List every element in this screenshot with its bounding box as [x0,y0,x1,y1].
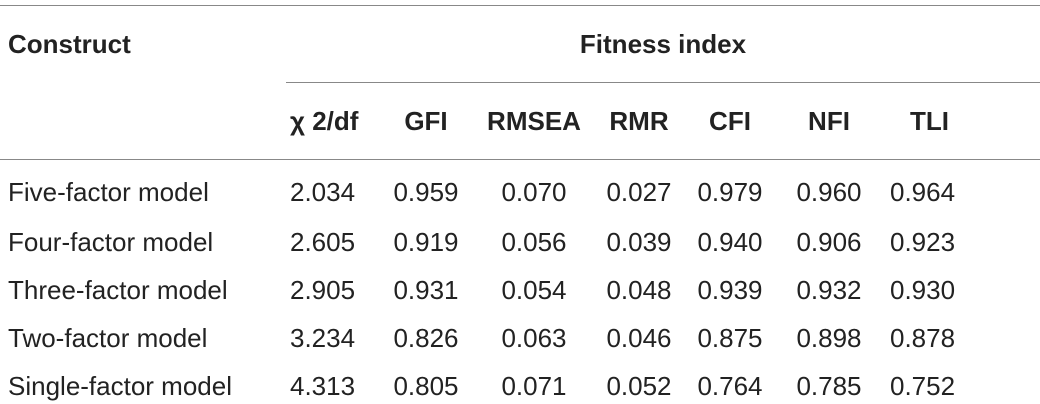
cell-rmr: 0.027 [606,176,672,207]
cell-rmsea: 0.056 [501,226,567,257]
column-header-chi2df: χ 2/df [286,82,380,160]
cell-cfi: 0.764 [697,370,763,401]
cell-cfi: 0.875 [697,322,763,353]
cell-rmsea: 0.071 [501,370,567,401]
cell-nfi: 0.898 [796,322,862,353]
column-header-nfi: NFI [778,82,880,160]
cell-chi2df: 2.905 [290,274,356,305]
cell-cfi: 0.939 [697,274,763,305]
cell-tli: 0.964 [890,176,956,207]
table-row: Five-factor model 2.034 0.959 0.070 0.02… [0,160,1040,219]
row-label: Single-factor model [8,370,232,401]
fitness-index-header: Fitness index [286,5,1040,83]
cell-chi2df: 2.034 [290,176,356,207]
cell-chi2df: 2.605 [290,226,356,257]
fitness-index-table: Construct Fitness index χ 2/df GFI RMSEA… [0,5,1040,404]
column-header-rmr: RMR [596,82,682,160]
cell-gfi: 0.959 [393,176,459,207]
row-label: Two-factor model [8,322,208,353]
cell-rmr: 0.039 [606,226,672,257]
cell-rmsea: 0.054 [501,274,567,305]
cell-cfi: 0.940 [697,226,763,257]
cell-rmr: 0.046 [606,322,672,353]
header-row-columns: χ 2/df GFI RMSEA RMR CFI NFI TLI [0,82,1040,160]
cell-gfi: 0.919 [393,226,459,257]
construct-header: Construct [0,5,286,83]
construct-header-spacer [0,82,286,160]
row-label: Five-factor model [8,176,209,207]
column-header-gfi: GFI [380,82,472,160]
row-label: Three-factor model [8,274,228,305]
cell-rmr: 0.048 [606,274,672,305]
cell-gfi: 0.826 [393,322,459,353]
cell-tli: 0.923 [890,226,956,257]
cell-tli: 0.930 [890,274,956,305]
cell-chi2df: 4.313 [290,370,356,401]
cell-nfi: 0.785 [796,370,862,401]
header-row-group: Construct Fitness index [0,5,1040,83]
table-row: Four-factor model 2.605 0.919 0.056 0.03… [0,218,1040,266]
table-header: Construct Fitness index χ 2/df GFI RMSEA… [0,5,1040,160]
column-header-cfi: CFI [682,82,778,160]
cell-chi2df: 3.234 [290,322,356,353]
cell-gfi: 0.931 [393,274,459,305]
column-header-tli: TLI [880,82,1040,160]
table-body: Five-factor model 2.034 0.959 0.070 0.02… [0,160,1040,404]
cell-nfi: 0.932 [796,274,862,305]
cell-nfi: 0.960 [796,176,862,207]
column-header-rmsea: RMSEA [472,82,596,160]
table-row: Single-factor model 4.313 0.805 0.071 0.… [0,362,1040,404]
cell-rmr: 0.052 [606,370,672,401]
cell-tli: 0.752 [890,370,956,401]
cell-rmsea: 0.063 [501,322,567,353]
cell-gfi: 0.805 [393,370,459,401]
table-row: Three-factor model 2.905 0.931 0.054 0.0… [0,266,1040,314]
cell-cfi: 0.979 [697,176,763,207]
table-row: Two-factor model 3.234 0.826 0.063 0.046… [0,314,1040,362]
cell-nfi: 0.906 [796,226,862,257]
cell-rmsea: 0.070 [501,176,567,207]
row-label: Four-factor model [8,226,214,257]
cell-tli: 0.878 [890,322,956,353]
